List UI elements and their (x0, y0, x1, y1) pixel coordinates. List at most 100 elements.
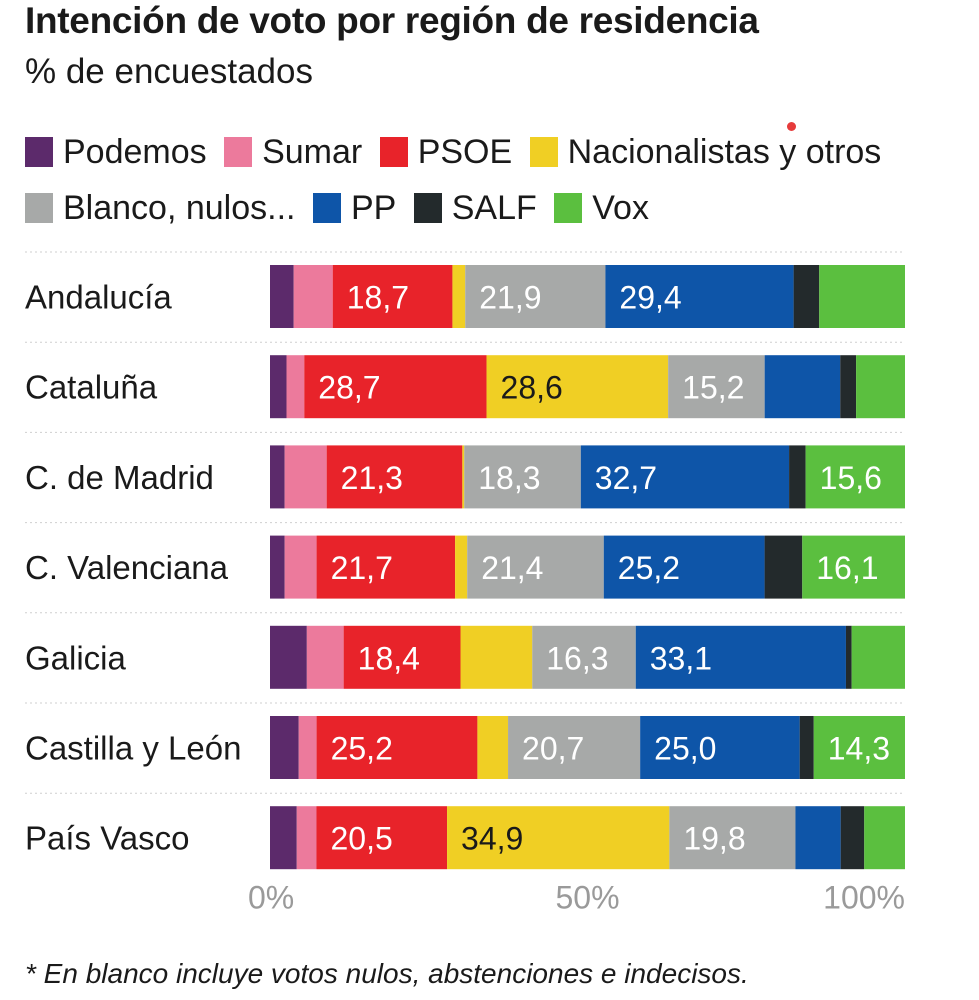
bar-segment (270, 716, 299, 779)
legend-item-vox: Vox (554, 189, 649, 227)
category-label: Galicia (25, 639, 127, 676)
bar-segment (532, 625, 636, 689)
data-label: 25,2 (618, 550, 680, 586)
data-label: 16,1 (816, 550, 878, 586)
bar-segment (864, 806, 905, 870)
bar-segment (851, 625, 905, 689)
bar-segment (296, 806, 317, 870)
bar-segment (477, 716, 509, 779)
bar-segment (799, 716, 814, 779)
bar-segment (316, 716, 478, 779)
tick-label: 100% (823, 879, 905, 915)
bar-segment (789, 445, 806, 509)
bar-segment (465, 265, 606, 328)
legend-swatch (224, 137, 253, 167)
bar-segment (270, 265, 294, 328)
data-label: 18,4 (358, 640, 420, 676)
bar-segment (316, 535, 456, 599)
bar-segment (640, 716, 800, 779)
chart-subtitle: % de encuestados (25, 52, 313, 91)
bar-segment (447, 806, 670, 870)
legend-swatch (413, 193, 442, 223)
data-label: 21,4 (481, 550, 543, 586)
chart-title: Intención de voto por región de residenc… (25, 0, 759, 41)
data-label: 28,7 (318, 370, 380, 406)
bar-segment (605, 265, 794, 328)
bar-segment (455, 535, 468, 599)
bar-segment (460, 625, 533, 689)
legend-item-salf: SALF (413, 189, 537, 227)
data-label: 25,2 (331, 731, 393, 767)
bar-segment (467, 535, 604, 599)
bar-segment (452, 265, 466, 328)
data-label: 33,1 (650, 640, 712, 676)
legend-label: Podemos (63, 133, 207, 171)
category-label: C. Valenciana (25, 549, 229, 586)
data-label: 34,9 (461, 821, 523, 857)
data-label: 29,4 (619, 280, 681, 316)
bar-segment (795, 806, 841, 870)
bar-segment (813, 716, 905, 779)
bar-segment (805, 445, 905, 509)
legend-item-sumar: Sumar (224, 133, 362, 171)
bar-segment (306, 625, 344, 689)
legend-item-blanco: Blanco, nulos... (25, 189, 295, 227)
red-dot-mark (787, 122, 796, 131)
legend-item-psoe: PSOE (379, 133, 512, 171)
legend-label: Nacionalistas y otros (567, 133, 882, 171)
bar-segment (635, 625, 846, 689)
bar-segment (669, 806, 796, 870)
bar-segment (270, 625, 307, 689)
bar-segment (284, 445, 327, 509)
bar-segment (270, 806, 297, 870)
data-label: 21,7 (331, 550, 393, 586)
data-label: 16,3 (546, 640, 608, 676)
category-label: Castilla y León (25, 730, 241, 767)
legend-swatch (25, 193, 53, 223)
bar-segment (326, 445, 463, 509)
bar-segment (764, 355, 841, 419)
bar-segment (270, 535, 285, 599)
category-label: C. de Madrid (25, 459, 214, 496)
tick-label: 50% (555, 879, 619, 915)
bar-segment (464, 445, 581, 509)
legend-swatch (379, 137, 408, 167)
bar-segment (298, 716, 317, 779)
data-label: 25,0 (654, 731, 716, 767)
legend-label: SALF (451, 189, 537, 227)
legend-item-nacionalistas: Nacionalistas y otros (529, 133, 882, 171)
data-label: 15,6 (820, 460, 882, 496)
legend-label: Vox (592, 189, 649, 227)
bar-segment (486, 355, 669, 419)
bar-segment (580, 445, 790, 509)
bar-segment (840, 355, 857, 419)
bar-segment (343, 625, 461, 689)
data-label: 21,9 (479, 280, 541, 316)
bar-segment (856, 355, 905, 419)
bar-segment (802, 535, 905, 599)
bar-segment (603, 535, 765, 599)
bar-segment (304, 355, 487, 419)
category-label: Andalucía (25, 279, 172, 316)
legend: Podemos Sumar PSOE Nacionalistas y otros… (25, 124, 925, 236)
category-label: País Vasco (25, 820, 189, 857)
bar-segment (668, 355, 765, 419)
bar-segment (332, 265, 453, 328)
data-label: 20,5 (330, 821, 392, 857)
legend-item-pp: PP (312, 189, 397, 227)
legend-swatch (312, 193, 341, 223)
legend-label: Sumar (262, 133, 363, 171)
bar-segment (284, 535, 317, 599)
data-label: 21,3 (341, 460, 403, 496)
legend-swatch (529, 137, 558, 167)
data-label: 18,7 (347, 280, 409, 316)
bar-segment (462, 445, 465, 509)
bar-segment (316, 806, 448, 870)
data-label: 32,7 (595, 460, 657, 496)
bar-segment (764, 535, 803, 599)
legend-label: PP (350, 189, 397, 227)
footnote: * En blanco incluye votos nulos, abstenc… (25, 958, 749, 989)
legend-swatch (25, 137, 53, 167)
bar-segment (270, 355, 287, 419)
